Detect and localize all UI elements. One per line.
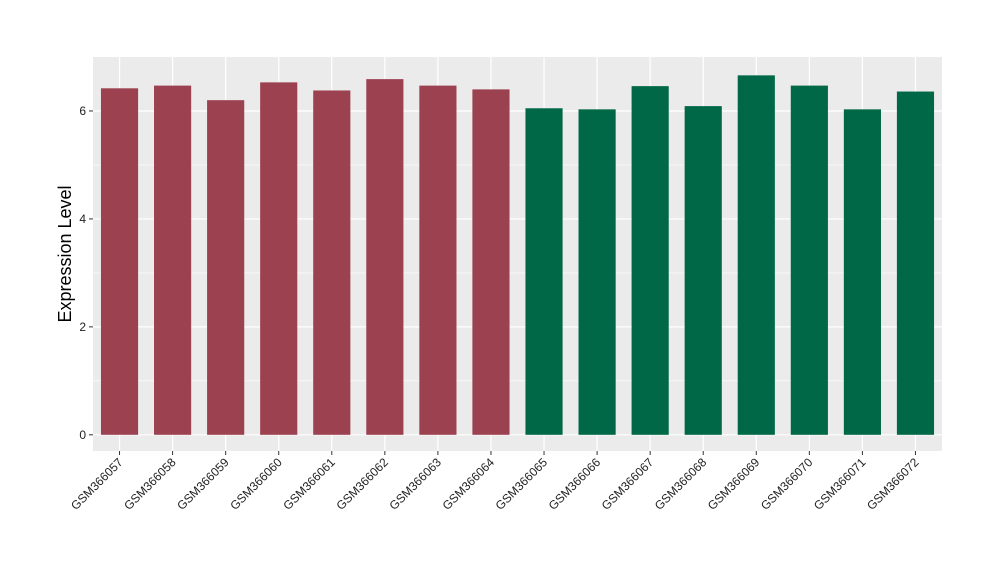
y-tick-label: 0: [79, 428, 86, 442]
bar-GSM366058: [154, 85, 192, 435]
x-tick-label: GSM366059: [174, 455, 232, 513]
y-tick-label: 4: [79, 212, 86, 226]
x-tick-label: GSM366062: [333, 455, 391, 513]
bar-GSM366066: [578, 109, 616, 435]
x-tick-label: GSM366070: [758, 455, 816, 513]
x-tick-label: GSM366063: [386, 455, 444, 513]
bar-GSM366067: [631, 86, 669, 435]
bar-GSM366070: [790, 85, 828, 435]
bar-GSM366059: [207, 100, 245, 435]
x-tick-label: GSM366071: [811, 455, 869, 513]
x-tick-label: GSM366069: [705, 455, 763, 513]
bars: [100, 75, 935, 435]
x-axis: GSM366057GSM366058GSM366059GSM366060GSM3…: [68, 451, 922, 513]
x-tick-label: GSM366067: [599, 455, 657, 513]
bar-GSM366064: [472, 89, 510, 435]
x-tick-label: GSM366064: [440, 455, 498, 513]
x-tick-label: GSM366065: [493, 455, 551, 513]
x-tick-label: GSM366066: [546, 455, 604, 513]
bar-GSM366061: [313, 90, 351, 435]
bar-GSM366060: [260, 82, 298, 435]
bar-GSM366062: [366, 79, 404, 435]
bar-GSM366063: [419, 85, 457, 435]
x-tick-label: GSM366060: [227, 455, 285, 513]
bar-GSM366065: [525, 108, 563, 435]
y-tick-label: 2: [79, 320, 86, 334]
x-tick-label: GSM366072: [864, 455, 922, 513]
x-tick-label: GSM366058: [121, 455, 179, 513]
bar-GSM366068: [684, 106, 722, 435]
x-tick-label: GSM366057: [68, 455, 126, 513]
y-tick-label: 6: [79, 104, 86, 118]
bar-GSM366071: [843, 109, 881, 435]
y-axis-title: Expression Level: [55, 185, 75, 322]
bar-GSM366057: [100, 88, 139, 435]
x-tick-label: GSM366068: [652, 455, 710, 513]
x-tick-label: GSM366061: [280, 455, 338, 513]
bar-GSM366072: [896, 91, 935, 435]
bar-GSM366069: [737, 75, 775, 435]
y-axis: 0 2 4 6: [79, 104, 93, 442]
